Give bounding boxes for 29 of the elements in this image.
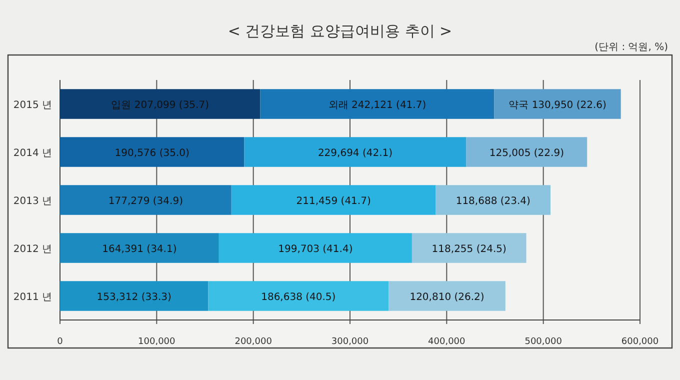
- ytick-label: 2011 년: [13, 292, 52, 303]
- value-label: 153,312 (33.3): [96, 292, 172, 303]
- title: < 건강보험 요양급여비용 추이 >: [228, 22, 452, 40]
- value-label: 164,391 (34.1): [102, 244, 177, 255]
- xtick-label: 500,000: [524, 337, 562, 347]
- value-label: 입원 207,099 (35.7): [111, 100, 209, 111]
- value-label: 외래 242,121 (41.7): [328, 100, 426, 111]
- xtick-label: 0: [57, 337, 63, 347]
- value-label: 125,005 (22.9): [489, 148, 564, 159]
- value-label: 118,688 (23.4): [456, 196, 530, 207]
- value-label: 186,638 (40.5): [261, 292, 336, 303]
- value-label: 약국 130,950 (22.6): [508, 100, 606, 111]
- xtick-label: 200,000: [234, 337, 272, 347]
- value-label: 118,255 (24.5): [432, 244, 506, 255]
- ytick-label: 2015 년: [13, 100, 52, 111]
- ytick-label: 2013 년: [13, 196, 52, 207]
- value-label: 190,576 (35.0): [114, 148, 190, 159]
- value-label: 199,703 (41.4): [278, 244, 353, 255]
- value-label: 229,694 (42.1): [318, 148, 393, 159]
- value-label: 120,810 (26.2): [410, 292, 484, 303]
- ytick-label: 2014 년: [13, 148, 52, 159]
- annotation: (단위 : 억원, %): [594, 42, 668, 53]
- xtick-label: 600,000: [621, 337, 659, 347]
- xtick-label: 400,000: [428, 337, 466, 347]
- xtick-label: 100,000: [138, 337, 176, 347]
- value-label: 211,459 (41.7): [296, 196, 371, 207]
- value-label: 177,279 (34.9): [108, 196, 183, 207]
- ytick-label: 2012 년: [13, 244, 52, 255]
- xtick-label: 300,000: [331, 337, 369, 347]
